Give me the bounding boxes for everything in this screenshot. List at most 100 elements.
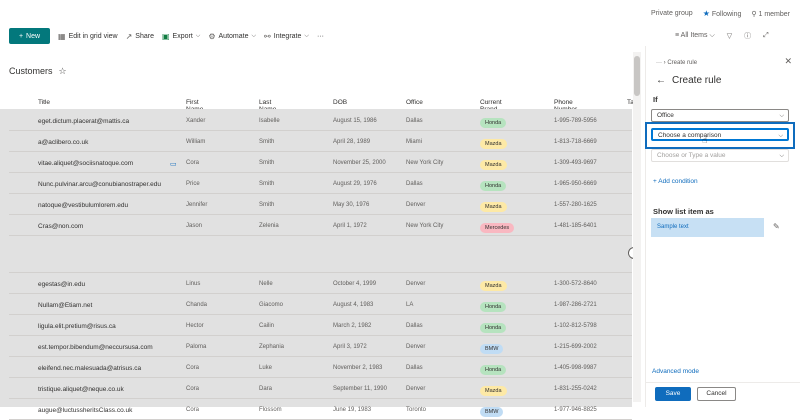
row-title-link[interactable]: egestas@in.edu bbox=[38, 281, 86, 288]
back-arrow-icon[interactable]: ← bbox=[656, 75, 666, 86]
row-cell-phone: 1-215-699-2002 bbox=[554, 344, 597, 350]
row-cell-dob: October 4, 1999 bbox=[333, 281, 377, 287]
automate-icon: ⚙ bbox=[208, 31, 216, 41]
favorite-star-icon[interactable]: ☆ bbox=[58, 66, 67, 76]
column-dropdown[interactable]: Office ⌵ bbox=[651, 109, 789, 122]
table-row[interactable]: augue@luctussheritsClass.co.uk Cora Flosso… bbox=[9, 400, 632, 420]
table-row[interactable]: vitae.aliquet@sociisnatoque.com Cora Smith… bbox=[9, 153, 632, 173]
row-cell-last: Smith bbox=[259, 181, 275, 187]
breadcrumb-label[interactable]: Create rule bbox=[667, 60, 698, 66]
if-label: If bbox=[653, 95, 658, 104]
annotation-highlight-box bbox=[645, 122, 795, 149]
more-button[interactable]: ··· bbox=[317, 33, 324, 40]
row-cell-phone: 1-102-812-5798 bbox=[554, 323, 597, 329]
row-title-link[interactable]: a@aclibero.co.uk bbox=[38, 139, 89, 146]
table-row[interactable]: natoque@vestibulumlorem.edu Jennifer Smith… bbox=[9, 195, 632, 215]
brand-badge: Mazda bbox=[480, 160, 507, 170]
brand-badge: Honda bbox=[480, 365, 507, 375]
comparison-dropdown-value: Choose a comparison bbox=[658, 132, 722, 139]
table-row[interactable]: eget.dictum.placerat@mattis.ca Xander Isab… bbox=[9, 111, 632, 131]
table-row[interactable]: Nullam@Etiam.net Chanda Giacomo August 4, 1… bbox=[9, 295, 632, 315]
site-header-actions: Private group ★ Following ⚲ 1 member bbox=[651, 9, 790, 18]
row-cell-last: Zephania bbox=[259, 344, 285, 350]
view-selector[interactable]: ≡ All Items ⌵ bbox=[675, 32, 715, 40]
paintbrush-icon[interactable]: ✎ bbox=[773, 222, 780, 231]
row-cell-office: Dallas bbox=[406, 323, 423, 329]
plus-icon: + bbox=[18, 32, 24, 40]
row-cell-first: Chanda bbox=[186, 302, 208, 308]
row-cell-dob: March 2, 1982 bbox=[333, 323, 372, 329]
expand-icon[interactable]: ⤢ bbox=[763, 32, 769, 39]
row-cell-phone: 1-831-255-0242 bbox=[554, 386, 597, 392]
more-icon[interactable]: ··· bbox=[656, 60, 662, 66]
row-cell-first: Cora bbox=[186, 407, 200, 413]
members-button[interactable]: ⚲ 1 member bbox=[751, 10, 790, 18]
chevron-down-icon: ⌵ bbox=[262, 99, 267, 105]
mouse-cursor-icon: ☝ bbox=[702, 135, 708, 145]
close-icon[interactable]: ✕ bbox=[784, 56, 792, 66]
table-row[interactable]: a@aclibero.co.uk William Smith April 28, 19… bbox=[9, 132, 632, 152]
integrate-button[interactable]: ⚯ Integrate ⌵ bbox=[264, 32, 309, 41]
show-list-item-label: Show list item as bbox=[653, 207, 714, 216]
scrollbar-thumb[interactable] bbox=[634, 56, 640, 96]
automate-button[interactable]: ⚙ Automate ⌵ bbox=[208, 32, 256, 41]
table-row[interactable]: egestas@in.edu Linus Nelle October 4, 1999 D… bbox=[9, 274, 632, 294]
save-button[interactable]: Save bbox=[655, 387, 691, 401]
row-cell-office: Toronto bbox=[406, 407, 427, 413]
row-title-link[interactable]: tristique.aliquet@neque.co.uk bbox=[38, 386, 124, 393]
export-button[interactable]: ▣ Export ⌵ bbox=[162, 32, 200, 41]
brand-badge: Honda bbox=[480, 181, 507, 191]
row-title-link[interactable]: Cras@non.com bbox=[38, 223, 84, 230]
group-type-label: Private group bbox=[651, 10, 693, 17]
comparison-dropdown[interactable]: Choose a comparison ⌵ bbox=[651, 128, 789, 141]
share-button[interactable]: ↗ Share bbox=[126, 32, 154, 41]
row-title-link[interactable]: eleifend.nec.malesuada@atrisus.ca bbox=[38, 365, 142, 372]
sample-preview: Sample text bbox=[651, 218, 764, 237]
row-cell-first: William bbox=[186, 139, 206, 145]
chevron-down-icon: ⌵ bbox=[195, 32, 201, 39]
filter-icon[interactable]: ▽ bbox=[726, 33, 733, 40]
new-button[interactable]: + New bbox=[9, 28, 50, 44]
brand-badge: BMW bbox=[480, 407, 504, 417]
brand-badge: BMW bbox=[480, 344, 504, 354]
row-title-link[interactable]: eget.dictum.placerat@mattis.ca bbox=[38, 118, 130, 125]
cancel-button[interactable]: Cancel bbox=[697, 387, 736, 401]
row-cell-phone: 1-965-950-6669 bbox=[554, 181, 597, 187]
advanced-mode-link[interactable]: Advanced mode bbox=[652, 368, 699, 375]
column-header-label: Office bbox=[406, 99, 423, 106]
row-title-link[interactable]: vitae.aliquet@sociisnatoque.com bbox=[38, 160, 134, 167]
table-row[interactable]: Nunc.pulvinar.arcu@conubianostraper.edu P… bbox=[9, 174, 632, 194]
vertical-scrollbar[interactable] bbox=[633, 52, 641, 402]
share-label: Share bbox=[135, 32, 154, 40]
row-title-link[interactable]: Nunc.pulvinar.arcu@conubianostraper.edu bbox=[38, 181, 161, 188]
table-row[interactable] bbox=[9, 237, 632, 273]
row-title-link[interactable]: ligula.elit.pretium@risus.ca bbox=[38, 323, 116, 330]
brand-badge: Mazda bbox=[480, 139, 507, 149]
row-cell-last: Nelle bbox=[259, 281, 273, 287]
table-row[interactable]: tristique.aliquet@neque.co.uk Cora Dara Sep… bbox=[9, 379, 632, 399]
table-row[interactable]: est.tempor.bibendum@neccursusa.com Paloma… bbox=[9, 337, 632, 357]
row-title-link[interactable]: est.tempor.bibendum@neccursusa.com bbox=[38, 344, 153, 351]
value-dropdown[interactable]: Choose or Type a value ⌵ bbox=[651, 149, 789, 162]
column-header-label: Title bbox=[38, 99, 51, 106]
column-headers: Title⌵First Name⌵Last Name⌵DOB⌵Office⌵Cu… bbox=[0, 93, 645, 113]
table-row[interactable]: ligula.elit.pretium@risus.ca Hector Cailin… bbox=[9, 316, 632, 336]
table-row[interactable]: Cras@non.com Jason Zelenia April 1, 1972 New… bbox=[9, 216, 632, 236]
table-row[interactable]: eleifend.nec.malesuada@atrisus.ca Cora Luk… bbox=[9, 358, 632, 378]
row-cell-phone: 1-557-280-1625 bbox=[554, 202, 597, 208]
row-cell-office: Miami bbox=[406, 139, 422, 145]
row-title-link[interactable]: natoque@vestibulumlorem.edu bbox=[38, 202, 129, 209]
comment-icon[interactable]: ▭ bbox=[170, 161, 177, 168]
info-icon[interactable]: ⓘ bbox=[744, 33, 752, 40]
share-icon: ↗ bbox=[125, 31, 133, 41]
create-rule-panel: ··· › Create rule ✕ ← Create rule If Off… bbox=[645, 46, 800, 407]
brand-badge: Mazda bbox=[480, 202, 507, 212]
row-cell-first: Hector bbox=[186, 323, 204, 329]
row-title-link[interactable]: augue@luctussheritsClass.co.uk bbox=[38, 407, 133, 414]
add-condition-link[interactable]: + Add condition bbox=[653, 178, 698, 185]
follow-button[interactable]: ★ Following bbox=[703, 9, 742, 18]
list-view-icon: ≡ bbox=[675, 32, 680, 39]
site-header: Private group ★ Following ⚲ 1 member bbox=[0, 0, 800, 26]
edit-grid-button[interactable]: ▦ Edit in grid view bbox=[58, 32, 118, 41]
row-title-link[interactable]: Nullam@Etiam.net bbox=[38, 302, 93, 309]
